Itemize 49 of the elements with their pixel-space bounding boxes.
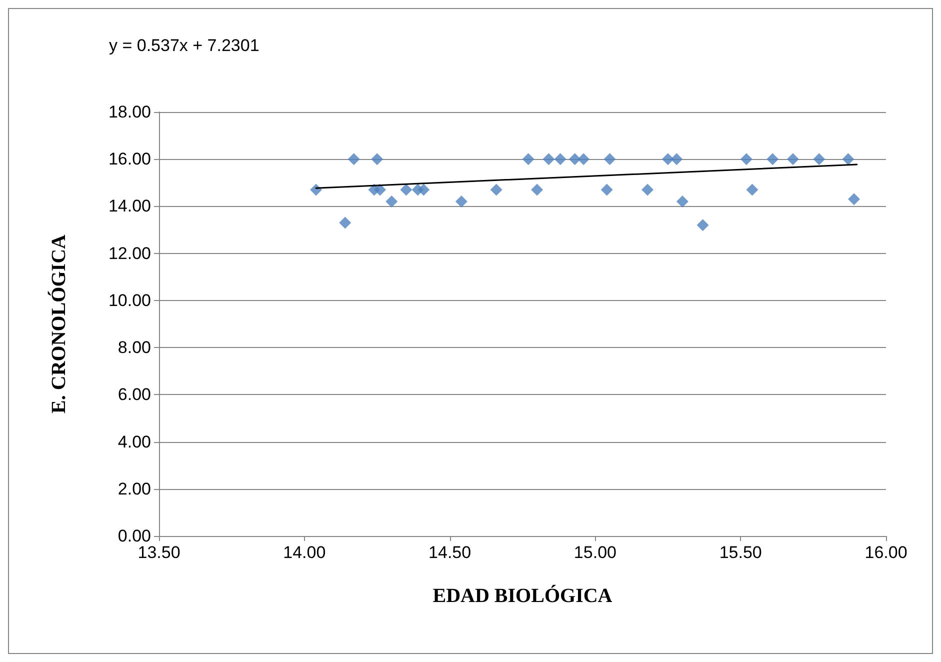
y-tick-label: 18.00 — [108, 102, 151, 122]
point — [348, 153, 360, 166]
point — [642, 184, 654, 196]
x-tick-label: 15.00 — [574, 543, 616, 562]
point — [531, 184, 544, 196]
point — [604, 153, 616, 166]
y-tick-label: 14.00 — [108, 196, 151, 216]
x-tick-label: 14.00 — [283, 543, 326, 562]
x-tick-label: 14.50 — [428, 543, 472, 562]
point — [455, 196, 468, 208]
point — [696, 219, 709, 232]
x-tick-label: 13.50 — [138, 543, 180, 562]
point — [522, 153, 534, 166]
x-tick-label: 15.50 — [719, 543, 762, 562]
x-tick-label: 16.00 — [864, 543, 908, 562]
point — [418, 184, 430, 196]
point — [339, 216, 352, 229]
y-tick-label: 4.00 — [118, 432, 151, 452]
point — [746, 184, 758, 196]
x-axis-title: EDAD BIOLÓGICA — [432, 584, 613, 607]
point — [490, 184, 502, 196]
y-tick-label: 6.00 — [118, 385, 151, 404]
point — [766, 153, 779, 166]
point — [578, 153, 590, 166]
point — [374, 184, 386, 196]
point — [568, 153, 581, 166]
point — [600, 184, 613, 196]
y-tick-label: 16.00 — [108, 150, 151, 169]
point — [554, 153, 566, 166]
text: y = 0.537x + 7.2301 — [109, 36, 260, 55]
point — [842, 153, 854, 166]
y-tick-label: 8.00 — [118, 338, 151, 358]
point — [400, 184, 412, 196]
point — [676, 196, 688, 208]
point — [848, 193, 860, 206]
point — [371, 153, 384, 166]
point — [786, 153, 799, 166]
point — [813, 153, 826, 166]
y-axis-title: E. CRONOLÓGICA — [47, 234, 70, 414]
point — [542, 153, 555, 166]
point — [310, 184, 322, 196]
y-tick-label: 0.00 — [118, 526, 151, 546]
point — [670, 153, 683, 166]
y-tick-label: 10.00 — [108, 290, 151, 310]
point — [662, 153, 674, 166]
y-tick-label: 12.00 — [108, 244, 151, 263]
point — [740, 153, 752, 166]
point — [386, 196, 398, 208]
y-tick-label: 2.00 — [118, 479, 151, 498]
